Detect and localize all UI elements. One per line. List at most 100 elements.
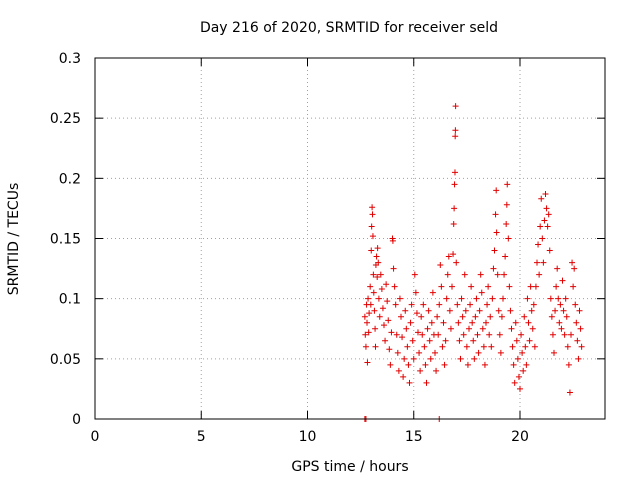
data-point bbox=[463, 343, 470, 350]
data-point bbox=[487, 313, 494, 320]
data-point bbox=[476, 307, 483, 314]
data-point bbox=[452, 133, 459, 140]
data-point bbox=[521, 313, 528, 320]
data-point bbox=[485, 283, 492, 290]
data-point bbox=[469, 319, 476, 326]
data-point bbox=[493, 229, 500, 236]
data-point bbox=[576, 307, 583, 314]
data-point bbox=[435, 331, 442, 338]
data-point bbox=[387, 361, 394, 368]
data-point bbox=[510, 361, 517, 368]
data-point bbox=[495, 307, 502, 314]
data-point bbox=[563, 313, 570, 320]
data-point bbox=[362, 343, 369, 350]
data-point bbox=[438, 283, 445, 290]
y-tick-label: 0.05 bbox=[50, 352, 81, 368]
data-point bbox=[577, 325, 584, 332]
data-point bbox=[542, 190, 549, 197]
data-point bbox=[546, 247, 553, 254]
data-point bbox=[466, 325, 472, 332]
data-point bbox=[519, 349, 526, 356]
data-points bbox=[361, 103, 585, 422]
data-point bbox=[412, 289, 419, 296]
data-point bbox=[374, 245, 381, 252]
y-axis-ticks: 0 0.05 0.1 0.15 0.2 0.25 0.3 bbox=[50, 51, 605, 428]
data-point bbox=[369, 204, 376, 211]
data-point bbox=[511, 379, 518, 386]
data-point bbox=[549, 331, 556, 338]
data-point bbox=[442, 337, 449, 344]
data-point bbox=[361, 313, 368, 320]
data-point bbox=[432, 349, 438, 356]
data-point bbox=[385, 317, 392, 324]
data-point bbox=[529, 325, 536, 332]
data-point bbox=[401, 355, 408, 362]
data-point bbox=[534, 259, 540, 266]
data-point bbox=[541, 217, 548, 224]
data-point bbox=[458, 295, 465, 302]
data-point bbox=[506, 283, 513, 290]
data-point bbox=[514, 355, 521, 362]
data-point bbox=[501, 271, 508, 278]
data-point bbox=[428, 319, 435, 326]
data-point bbox=[515, 373, 522, 380]
data-point bbox=[484, 301, 491, 308]
data-point bbox=[393, 331, 400, 338]
data-point bbox=[390, 265, 397, 272]
data-point bbox=[558, 325, 565, 332]
data-point bbox=[383, 281, 390, 288]
data-point bbox=[437, 261, 444, 268]
data-point bbox=[536, 271, 543, 278]
data-point bbox=[554, 265, 561, 272]
data-point bbox=[409, 337, 416, 344]
data-point bbox=[544, 223, 551, 230]
data-point bbox=[532, 283, 539, 290]
data-point bbox=[386, 346, 393, 353]
y-tick-label: 0.2 bbox=[59, 171, 81, 187]
data-point bbox=[410, 355, 417, 362]
data-point bbox=[372, 343, 379, 350]
data-point bbox=[457, 355, 464, 362]
data-point bbox=[508, 325, 515, 332]
data-point bbox=[396, 295, 403, 302]
data-point bbox=[444, 271, 451, 278]
data-point bbox=[376, 313, 383, 320]
data-point bbox=[527, 283, 534, 290]
data-point bbox=[503, 221, 510, 228]
data-point bbox=[535, 241, 542, 248]
data-point bbox=[362, 331, 369, 338]
data-point bbox=[505, 235, 512, 242]
data-point bbox=[543, 205, 550, 212]
data-point bbox=[455, 319, 462, 326]
data-point bbox=[464, 361, 471, 368]
x-tick-label: 5 bbox=[197, 429, 206, 445]
data-point bbox=[520, 367, 527, 374]
x-tick-label: 15 bbox=[405, 429, 423, 445]
data-point bbox=[375, 259, 382, 266]
data-point bbox=[400, 373, 407, 380]
data-point bbox=[557, 301, 564, 308]
data-point bbox=[449, 283, 455, 290]
data-point bbox=[472, 313, 479, 320]
data-point bbox=[473, 295, 480, 302]
data-point bbox=[509, 343, 516, 350]
y-tick-label: 0 bbox=[72, 412, 81, 428]
data-point bbox=[424, 325, 431, 332]
data-point bbox=[368, 223, 375, 230]
data-point bbox=[415, 329, 421, 336]
data-point bbox=[423, 379, 430, 386]
data-point bbox=[503, 201, 510, 208]
data-point bbox=[460, 331, 467, 338]
x-axis-label: GPS time / hours bbox=[291, 459, 408, 475]
data-point bbox=[564, 343, 571, 350]
data-point bbox=[471, 355, 478, 362]
data-point bbox=[496, 331, 503, 338]
data-point bbox=[381, 322, 387, 329]
data-point bbox=[368, 247, 375, 254]
data-point bbox=[370, 289, 377, 296]
data-point bbox=[364, 319, 370, 326]
data-point bbox=[445, 253, 452, 260]
data-point bbox=[538, 195, 545, 202]
x-tick-label: 10 bbox=[299, 429, 317, 445]
data-point bbox=[433, 367, 440, 374]
